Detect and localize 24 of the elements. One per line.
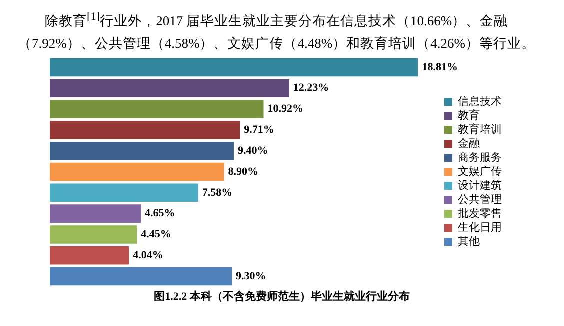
legend-label: 文娱广传 [458, 164, 502, 178]
legend-label: 公共管理 [458, 192, 502, 206]
data-label: 7.58% [202, 186, 233, 198]
legend-label: 信息技术 [458, 94, 502, 108]
data-label: 18.81% [422, 60, 458, 73]
data-label: 10.92% [268, 102, 304, 115]
data-label: 9.40% [238, 144, 268, 156]
legend-label: 批发零售 [458, 207, 502, 220]
legend-label: 其他 [458, 234, 480, 248]
legend-label: 金融 [458, 137, 480, 150]
legend-label: 生化日用 [458, 220, 502, 234]
data-label: 9.71% [244, 124, 274, 136]
data-label: 8.90% [228, 165, 258, 178]
legend-label: 商务服务 [458, 150, 502, 164]
data-label: 12.23% [293, 82, 330, 94]
data-label: 4.04% [133, 248, 164, 261]
data-label: 4.45% [141, 228, 172, 240]
text: 除教育$^{[1]}$行业外，2017 届毕业生就业主要分布在信息技术（10.66%）、金融（7.92%）、公共管理（4.58%）、文娱广传（4.48%）和教育培训（4.26%）等行业。 [18, 10, 536, 52]
text: 图1.2.2 本科（不含免费师范生）毕业生就业行业分布 [153, 290, 411, 304]
legend-label: 设计建筑 [458, 178, 502, 192]
legend-label: 教育 [458, 108, 480, 122]
data-label: 4.65% [145, 207, 176, 220]
data-label: 9.30% [236, 270, 266, 282]
legend-label: 教育培训 [458, 122, 502, 136]
